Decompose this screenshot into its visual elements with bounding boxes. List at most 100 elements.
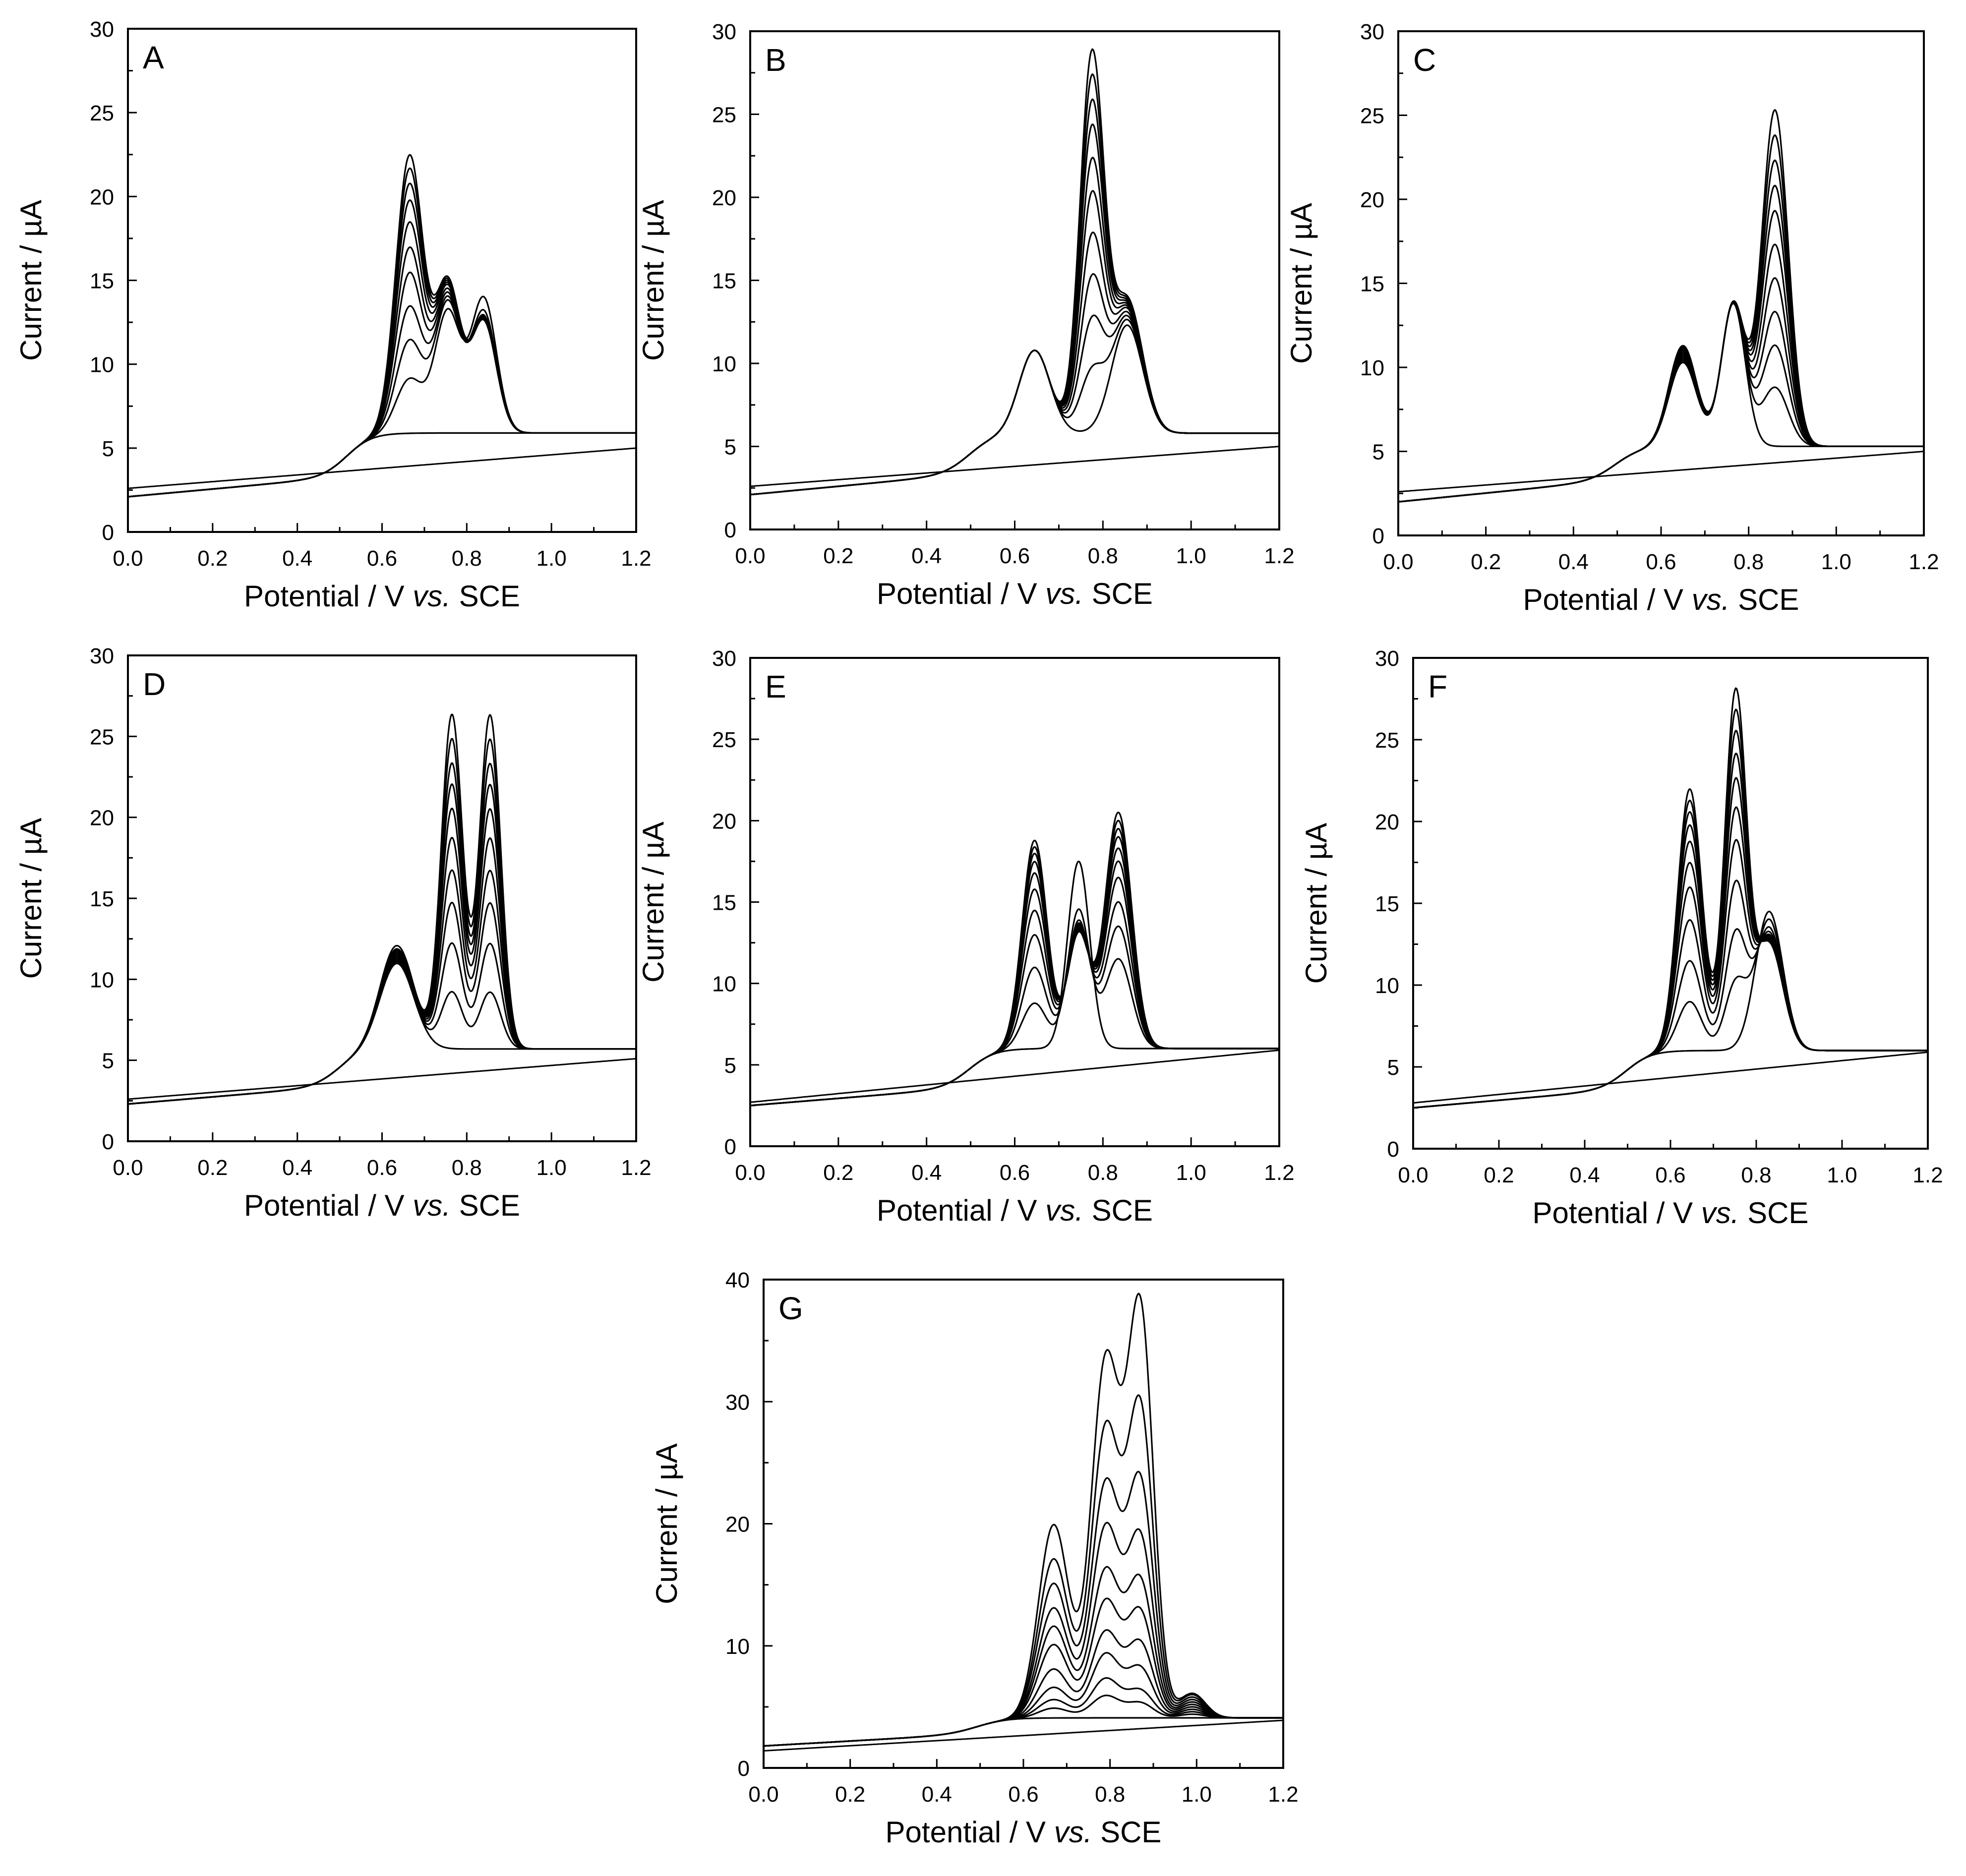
blank-baseline-curve: [128, 447, 636, 489]
y-tick-label: 10: [725, 1635, 750, 1659]
x-tick-label: 0.2: [835, 1782, 865, 1807]
panel-e: 0.0 0.2 0.4 0.6 0.8 1.0 1.2 0 5 10 15 20 25 30 E Potent…: [637, 646, 1295, 1227]
voltammogram-series-7: [128, 221, 636, 498]
voltammogram-series-9: [750, 827, 1279, 1107]
x-axis-title: Potential / V vs. SCE: [877, 577, 1153, 610]
x-axis-title: Potential / V vs. SCE: [1533, 1196, 1809, 1230]
x-tick-label: 0.2: [197, 546, 228, 571]
y-axis-title: Current / µA: [1300, 823, 1333, 984]
voltammogram-series-5: [1398, 277, 1924, 503]
voltammogram-series-3: [128, 942, 636, 1105]
y-tick-label: 0: [1372, 524, 1384, 548]
y-tick-label: 25: [90, 101, 114, 125]
voltammogram-series-10: [750, 820, 1279, 1107]
plot-area: [128, 154, 636, 498]
voltammogram-series-8: [128, 199, 636, 498]
x-tick-label: 0.8: [1095, 1782, 1125, 1807]
x-tick-label: 0.4: [911, 1161, 942, 1185]
voltammogram-series-11: [1398, 109, 1924, 503]
x-tick-label: 0.4: [922, 1782, 952, 1807]
y-tick-label: 10: [90, 353, 114, 377]
x-tick-label: 0.6: [1646, 550, 1676, 574]
panel-letter: E: [765, 669, 786, 704]
voltammogram-series-6: [1398, 243, 1924, 503]
plot-frame: [749, 657, 1280, 1147]
x-tick-label: 1.0: [1176, 544, 1206, 568]
voltammogram-series-1: [128, 432, 636, 498]
panel-letter: A: [143, 40, 164, 75]
y-tick-label: 0: [102, 521, 114, 545]
voltammogram-series-10: [750, 73, 1279, 496]
plot-area: [750, 812, 1279, 1107]
y-tick-label: 20: [90, 806, 114, 830]
y-tick-label: 5: [1372, 440, 1384, 465]
y-tick-label: 5: [102, 437, 114, 461]
y-axis-title: Current / µA: [637, 821, 670, 983]
plot-frame: [127, 654, 637, 1142]
y-tick-label: 30: [712, 20, 736, 44]
plot-area: [750, 48, 1279, 496]
y-tick-label: 20: [1360, 188, 1384, 212]
panel-f: 0.0 0.2 0.4 0.6 0.8 1.0 1.2 0 5 10 15 20 25 30 F Potent…: [1300, 646, 1943, 1230]
voltammogram-series-4: [750, 273, 1279, 496]
voltammogram-series-8: [128, 783, 636, 1105]
x-tick-label: 0.6: [1008, 1782, 1038, 1807]
x-tick-label: 0.0: [735, 1161, 765, 1185]
x-tick-label: 0.2: [1471, 550, 1501, 574]
voltammogram-series-8: [1398, 184, 1924, 503]
panel-letter: C: [1413, 42, 1436, 78]
voltammogram-series-5: [764, 1629, 1283, 1747]
x-tick-label: 1.0: [1176, 1161, 1206, 1185]
x-tick-label: 0.2: [823, 544, 853, 568]
x-axis-title: Potential / V vs. SCE: [886, 1816, 1162, 1849]
y-tick-label: 10: [712, 352, 736, 376]
panel-g: 0.0 0.2 0.4 0.6 0.8 1.0 1.2 0 10 20 30 40 G Potential…: [650, 1268, 1299, 1849]
y-tick-label: 25: [1375, 728, 1399, 753]
x-tick-label: 1.0: [536, 546, 567, 571]
voltammogram-series-1: [750, 324, 1279, 496]
x-tick-label: 1.2: [1264, 1161, 1294, 1185]
voltammogram-series-4: [128, 901, 636, 1105]
x-tick-label: 0.8: [1741, 1163, 1771, 1187]
x-tick-label: 0.4: [1558, 550, 1589, 574]
y-tick-label: 5: [1387, 1055, 1399, 1080]
y-tick-label: 0: [724, 518, 736, 542]
panel-letter: B: [765, 42, 786, 78]
x-axis-title: Potential / V vs. SCE: [877, 1194, 1153, 1227]
y-axis-title: Current / µA: [637, 200, 670, 361]
y-tick-label: 20: [712, 186, 736, 210]
y-tick-label: 5: [724, 1054, 736, 1078]
y-tick-label: 10: [90, 968, 114, 992]
y-tick-label: 5: [102, 1049, 114, 1073]
voltammogram-series-7: [1413, 777, 1928, 1109]
x-tick-label: 0.0: [113, 546, 143, 571]
y-tick-label: 10: [1360, 356, 1384, 380]
y-axis-title: Current / µA: [14, 818, 48, 979]
plot-frame: [1412, 657, 1929, 1150]
plot-frame: [1397, 30, 1925, 536]
y-tick-label: 0: [102, 1130, 114, 1154]
x-tick-label: 1.2: [1912, 1163, 1943, 1187]
voltammogram-series-8: [1413, 753, 1928, 1109]
plot-area: [1413, 687, 1928, 1109]
x-tick-label: 1.0: [1182, 1782, 1212, 1807]
x-tick-label: 0.2: [823, 1161, 853, 1185]
y-tick-label: 25: [1360, 104, 1384, 128]
voltammogram-series-6: [764, 1597, 1283, 1747]
y-tick-label: 0: [738, 1757, 750, 1781]
x-tick-label: 0.0: [735, 544, 765, 568]
voltammogram-series-11: [764, 1292, 1283, 1747]
voltammogram-series-9: [128, 182, 636, 498]
voltammogram-series-6: [1413, 806, 1928, 1109]
panel-letter: F: [1428, 669, 1447, 704]
plot-frame: [127, 28, 637, 533]
y-tick-label: 20: [725, 1513, 750, 1537]
blank-baseline-curve: [764, 1719, 1283, 1752]
x-tick-label: 0.6: [367, 1156, 397, 1180]
x-tick-label: 0.6: [1655, 1163, 1685, 1187]
voltammogram-series-5: [750, 231, 1279, 496]
plot-frame: [749, 30, 1280, 530]
panel-letter: D: [143, 666, 166, 702]
voltammogram-series-3: [750, 314, 1279, 496]
